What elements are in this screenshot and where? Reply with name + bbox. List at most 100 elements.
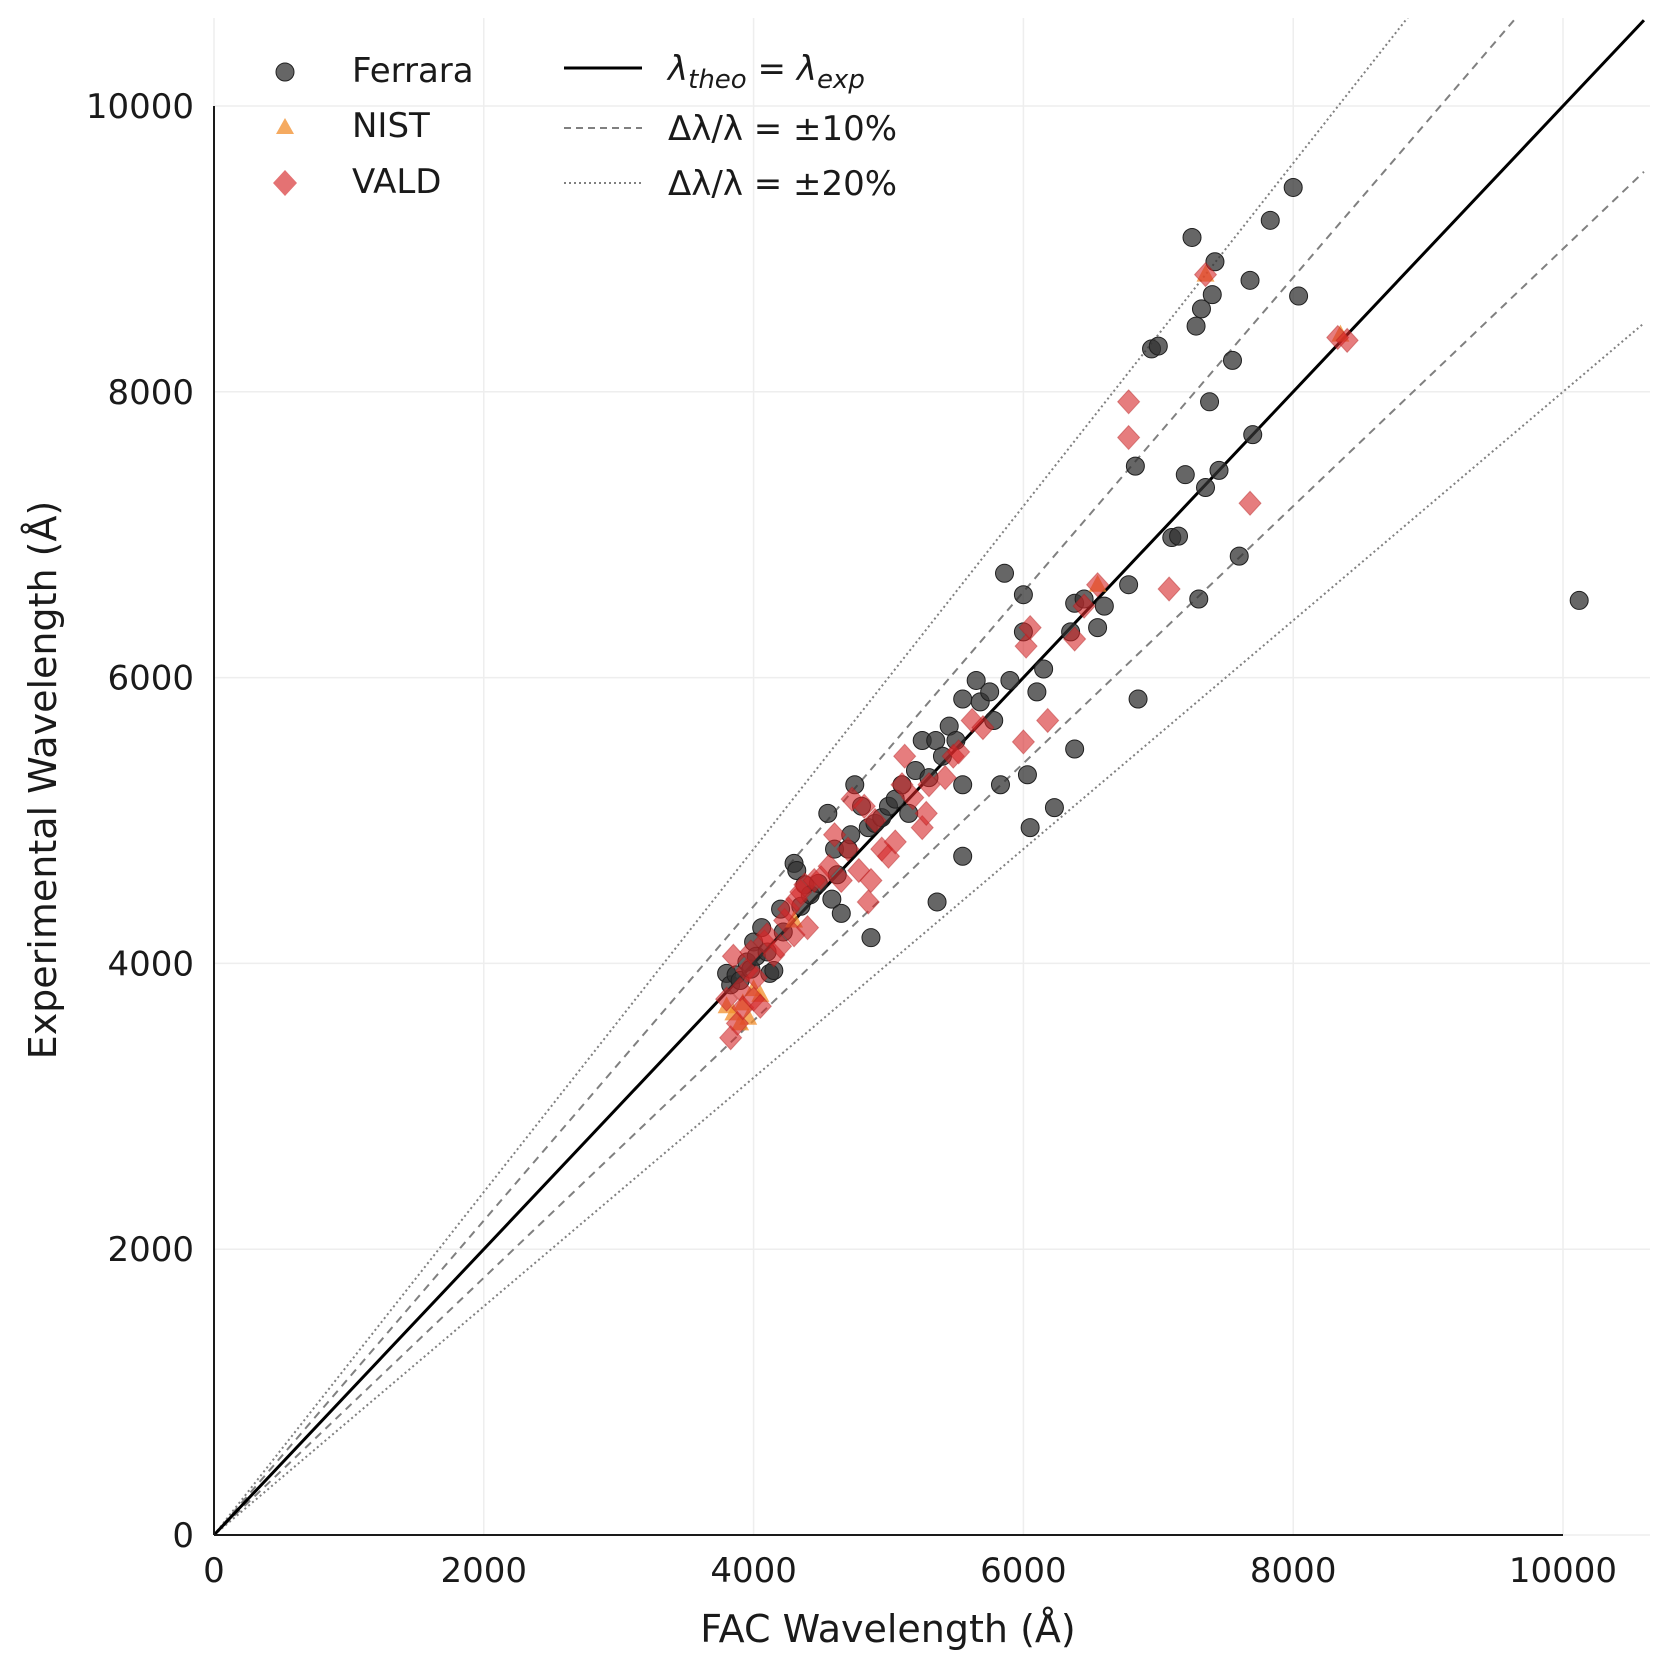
ferrara-point xyxy=(1202,285,1222,305)
vald-point xyxy=(856,889,880,915)
vald-point xyxy=(1062,626,1087,652)
ferrara-point xyxy=(966,670,986,690)
ferrara-point xyxy=(1044,798,1064,818)
legend-nist-marker xyxy=(276,118,294,134)
x-axis-label: FAC Wavelength (Å) xyxy=(700,1607,1075,1651)
vald-point xyxy=(1116,424,1141,451)
vald-point xyxy=(739,939,763,965)
vald-point xyxy=(883,829,907,855)
minus-10pct-line xyxy=(214,171,1645,1536)
y-tick-label: 10000 xyxy=(86,87,194,127)
ferrara-point xyxy=(1000,670,1020,690)
vald-point xyxy=(1085,571,1110,598)
plus-10pct-line xyxy=(214,18,1518,1536)
legend: Ferrara NIST VALD λtheo = λexp Δλ/λ = ±1… xyxy=(273,49,897,204)
ferrara-point xyxy=(1027,682,1047,702)
vald-point xyxy=(890,772,914,798)
vald-point xyxy=(1238,490,1262,517)
legend-lambda-exp: λ xyxy=(795,49,817,89)
ferrara-point xyxy=(787,861,807,881)
ferrara-point xyxy=(831,903,851,923)
ferrara-point xyxy=(1189,589,1209,609)
x-tick-label: 4000 xyxy=(710,1551,797,1591)
ferrara-point xyxy=(1260,210,1280,230)
ferrara-point xyxy=(995,563,1015,583)
vald-point xyxy=(822,822,847,848)
legend-equality-label: λtheo = λexp xyxy=(666,49,865,95)
legend-20pct-label: Δλ/λ = ±20% xyxy=(668,164,897,204)
x-tick-label: 8000 xyxy=(1250,1551,1337,1591)
vald-point xyxy=(795,914,820,941)
ferrara-point xyxy=(1125,456,1145,476)
y-axis-label: Experimental Wavelength (Å) xyxy=(21,501,65,1060)
vald-point xyxy=(859,867,883,894)
vald-point xyxy=(1014,633,1038,659)
ferrara-point xyxy=(1017,765,1037,785)
ferrara-point xyxy=(926,730,946,750)
x-tick-label: 0 xyxy=(203,1551,225,1591)
ferrara-point xyxy=(1020,818,1040,838)
legend-vald-label: VALD xyxy=(352,162,441,202)
ferrara-point xyxy=(1209,460,1229,480)
vald-point xyxy=(1018,614,1042,641)
legend-sub-theo: theo xyxy=(688,65,747,95)
x-tick-label: 10000 xyxy=(1509,1551,1617,1591)
vald-point xyxy=(1116,389,1141,415)
y-tick-label: 4000 xyxy=(107,944,194,984)
ferrara-point xyxy=(1191,299,1211,319)
vald-point xyxy=(1193,261,1218,288)
ferrara-point xyxy=(1222,350,1242,370)
x-tick-label: 2000 xyxy=(441,1551,528,1591)
vald-point xyxy=(917,772,941,798)
ferrara-point xyxy=(1065,739,1085,759)
vald-point xyxy=(817,853,841,879)
plus-20pct-line xyxy=(214,18,1409,1536)
vald-point xyxy=(1072,593,1096,619)
ferrara-point xyxy=(953,689,973,709)
ferrara-point xyxy=(1088,618,1108,638)
legend-equals: = xyxy=(747,49,797,89)
ferrara-point xyxy=(1094,596,1114,616)
vald-point xyxy=(829,867,853,894)
vald-point xyxy=(914,800,938,827)
y-tick-label: 6000 xyxy=(107,659,194,699)
y-tick-label: 2000 xyxy=(107,1230,194,1270)
ferrara-point xyxy=(1289,286,1309,306)
vald-point xyxy=(946,739,971,765)
ferrara-point xyxy=(1148,336,1168,356)
ferrara-point xyxy=(822,889,842,909)
ferrara-point xyxy=(1013,585,1033,605)
ferrara-point xyxy=(1196,478,1216,498)
grid-lines xyxy=(213,18,1650,1536)
ferrara-point xyxy=(1186,316,1206,336)
legend-10pct-label: Δλ/λ = ±10% xyxy=(668,109,897,149)
vald-point xyxy=(1036,707,1060,734)
legend-ferrara-label: Ferrara xyxy=(352,51,474,91)
vald-point xyxy=(1157,576,1181,602)
y-tick-label: 8000 xyxy=(107,373,194,413)
ferrara-point xyxy=(927,892,947,912)
y-tick-labels: 0 2000 4000 6000 8000 10000 xyxy=(86,87,194,1556)
ferrara-point xyxy=(980,682,1000,702)
vald-point xyxy=(748,993,773,1020)
vald-point xyxy=(755,922,779,948)
ferrara-point xyxy=(1182,227,1202,247)
ferrara-point xyxy=(1243,425,1263,445)
ferrara-point xyxy=(953,846,973,866)
ferrara-point xyxy=(1128,689,1148,709)
vald-point xyxy=(744,964,768,991)
ferrara-point xyxy=(953,775,973,795)
ferrara-point xyxy=(1119,575,1139,595)
legend-nist-label: NIST xyxy=(352,106,430,146)
x-tick-label: 6000 xyxy=(980,1551,1067,1591)
ferrara-point xyxy=(1169,526,1189,546)
ferrara-point xyxy=(1283,177,1303,197)
data-points xyxy=(714,177,1589,1051)
legend-sub-exp: exp xyxy=(817,65,865,95)
ferrara-point xyxy=(1034,659,1054,679)
ferrara-point xyxy=(1240,270,1260,290)
vald-point xyxy=(836,836,860,862)
vald-point xyxy=(863,807,887,834)
ferrara-point xyxy=(818,803,838,823)
